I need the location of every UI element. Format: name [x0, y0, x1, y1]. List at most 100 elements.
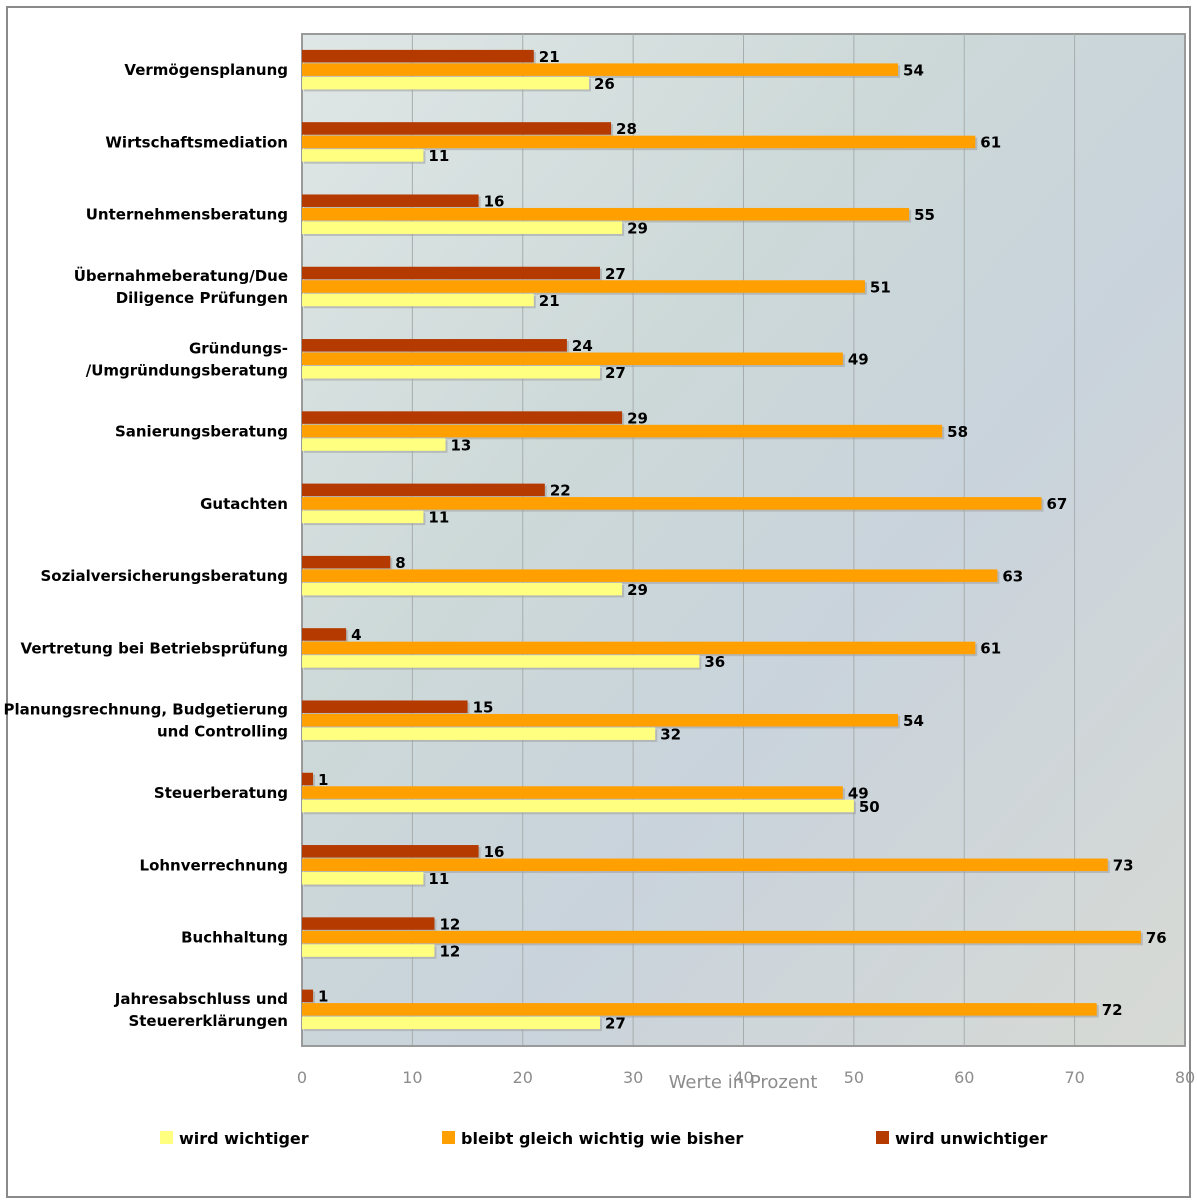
value-label: 11 — [428, 870, 449, 888]
value-label: 1 — [318, 988, 328, 1006]
value-label: 29 — [627, 581, 648, 599]
bar — [302, 845, 479, 858]
bar — [302, 366, 601, 379]
value-label: 8 — [395, 554, 405, 572]
bar — [302, 411, 623, 424]
bar — [302, 555, 391, 569]
value-label: 28 — [616, 120, 637, 138]
bar — [302, 483, 545, 497]
legend-swatch — [876, 1131, 889, 1144]
value-label: 29 — [627, 219, 648, 237]
legend: wird wichtiger bleibt gleich wichtig wie … — [160, 1129, 1048, 1148]
grid-lines — [411, 34, 1076, 1046]
value-label: 27 — [605, 265, 626, 283]
x-tick-labels: 0 10 20 30 40 50 60 70 80 — [297, 1068, 1195, 1087]
value-label: 24 — [572, 337, 593, 355]
category-label: Planungsrechnung, Budgetierung und Contro… — [3, 701, 288, 741]
value-label: 11 — [428, 509, 449, 527]
value-label: 12 — [439, 942, 460, 960]
category-label: Vermögensplanung — [124, 61, 288, 79]
value-label: 32 — [660, 725, 681, 743]
value-label: 4 — [351, 626, 361, 644]
value-label: 76 — [1146, 929, 1167, 947]
bar — [302, 221, 623, 234]
x-tick-label: 0 — [297, 1068, 307, 1087]
x-axis-title: Werte in Prozent — [669, 1072, 818, 1093]
bar — [302, 569, 998, 582]
legend-swatch — [442, 1131, 455, 1144]
value-label: 15 — [473, 698, 494, 716]
category-label: Lohnverrechnung — [140, 856, 288, 874]
x-tick-label: 70 — [1064, 1068, 1084, 1087]
bar — [302, 582, 623, 596]
value-label: 26 — [594, 75, 615, 93]
category-label: Sanierungsberatung — [115, 423, 288, 441]
value-label: 54 — [903, 712, 924, 730]
bar — [302, 135, 976, 149]
bar — [302, 727, 656, 740]
bar — [302, 438, 446, 451]
bar — [302, 1003, 1097, 1016]
bar — [302, 63, 899, 76]
x-tick-label: 20 — [513, 1068, 533, 1087]
legend-label: wird wichtiger — [179, 1129, 309, 1148]
bar — [302, 713, 899, 727]
category-label: Vertretung bei Betriebsprüfung — [21, 639, 288, 657]
value-label: 36 — [704, 653, 725, 671]
category-label: Wirtschaftsmediation — [105, 133, 288, 151]
category-label: Gründungs-/Umgründungsberatung — [86, 339, 288, 379]
bar — [302, 280, 865, 293]
bars — [302, 49, 1143, 1032]
bar — [302, 700, 468, 713]
value-label: 73 — [1113, 857, 1134, 875]
bar — [302, 628, 347, 641]
bar — [302, 917, 435, 930]
bar — [302, 49, 534, 63]
bar — [302, 872, 424, 885]
value-label: 58 — [947, 423, 968, 441]
category-label: Unternehmensberatung — [86, 206, 288, 224]
x-tick-label: 40 — [733, 1068, 753, 1087]
value-label: 55 — [914, 206, 935, 224]
value-label: 63 — [1002, 567, 1023, 585]
x-tick-label: 30 — [623, 1068, 643, 1087]
bar — [302, 510, 424, 524]
bar — [302, 194, 479, 207]
value-label: 51 — [870, 278, 891, 296]
value-label: 61 — [980, 640, 1001, 658]
value-labels: 2154262861111655292751212449272958132267… — [318, 48, 1167, 1033]
bar — [302, 497, 1042, 510]
bar — [302, 930, 1141, 944]
category-label: Buchhaltung — [181, 929, 288, 947]
value-label: 13 — [450, 436, 471, 454]
value-label: 29 — [627, 409, 648, 427]
value-label: 12 — [439, 915, 460, 933]
category-labels: Vermögensplanung Wirtschaftsmediation Unte… — [3, 61, 288, 1030]
value-label: 49 — [848, 784, 869, 802]
value-label: 67 — [1047, 495, 1068, 513]
legend-label: bleibt gleich wichtig wie bisher — [461, 1129, 743, 1148]
bar — [302, 772, 314, 786]
value-label: 21 — [539, 292, 560, 310]
bar — [302, 989, 314, 1003]
bar — [302, 641, 976, 655]
x-tick-label: 50 — [844, 1068, 864, 1087]
bar — [302, 424, 943, 438]
value-label: 50 — [859, 798, 880, 816]
bar — [302, 786, 843, 799]
legend-swatch — [160, 1131, 173, 1144]
value-label: 16 — [484, 192, 505, 210]
bar — [302, 207, 910, 221]
x-tick-label: 80 — [1175, 1068, 1195, 1087]
bar — [302, 944, 435, 957]
bar — [302, 76, 589, 90]
bar — [302, 858, 1108, 872]
value-label: 27 — [605, 1015, 626, 1033]
x-tick-label: 60 — [954, 1068, 974, 1087]
category-label: Übernahmeberatung/Due Diligence Prüfungen — [74, 266, 288, 307]
category-label: Gutachten — [200, 495, 288, 513]
bar — [302, 799, 854, 813]
category-label: Jahresabschluss und Steuererklärungen — [114, 990, 288, 1030]
value-label: 49 — [848, 351, 869, 369]
